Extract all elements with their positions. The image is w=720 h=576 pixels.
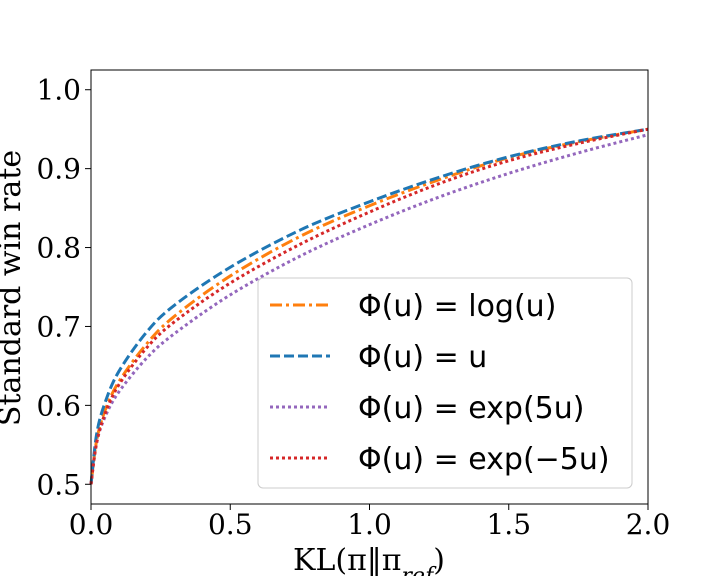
legend-entry-2: Φ(u) = u <box>358 340 487 375</box>
x-tick-label: 1.5 <box>486 508 531 541</box>
y-tick-label: 0.5 <box>36 468 81 501</box>
legend-entry-3: Φ(u) = exp(5u) <box>358 391 584 426</box>
x-tick-label: 1.0 <box>347 508 392 541</box>
x-tick-label: 2.0 <box>626 508 671 541</box>
y-axis-label: Standard win rate <box>0 150 28 426</box>
y-tick-label: 1.0 <box>36 74 81 107</box>
y-tick-label: 0.8 <box>36 232 81 265</box>
legend-entry-4: Φ(u) = exp(−5u) <box>358 442 610 477</box>
x-axis-label: KL(π‖πref) <box>293 543 445 576</box>
y-axis: 0.5 0.6 0.7 0.8 0.9 1.0 <box>36 74 91 501</box>
series-line-1 <box>89 127 649 485</box>
y-tick-label: 0.7 <box>36 310 81 343</box>
legend-entry-1: Φ(u) = log(u) <box>358 289 556 324</box>
x-tick-label: 0.5 <box>208 508 253 541</box>
x-axis: 0.0 0.5 1.0 1.5 2.0 <box>69 504 671 541</box>
legend-box <box>257 277 633 489</box>
series-line-3 <box>89 133 649 485</box>
legend: Φ(u) = log(u) Φ(u) = u Φ(u) = exp(5u) Φ(u) … <box>257 277 633 489</box>
series-line-2 <box>89 127 649 485</box>
x-tick-label: 0.0 <box>69 508 114 541</box>
series-line-4 <box>89 127 649 485</box>
y-tick-label: 0.9 <box>36 153 81 186</box>
y-tick-label: 0.6 <box>36 389 81 422</box>
